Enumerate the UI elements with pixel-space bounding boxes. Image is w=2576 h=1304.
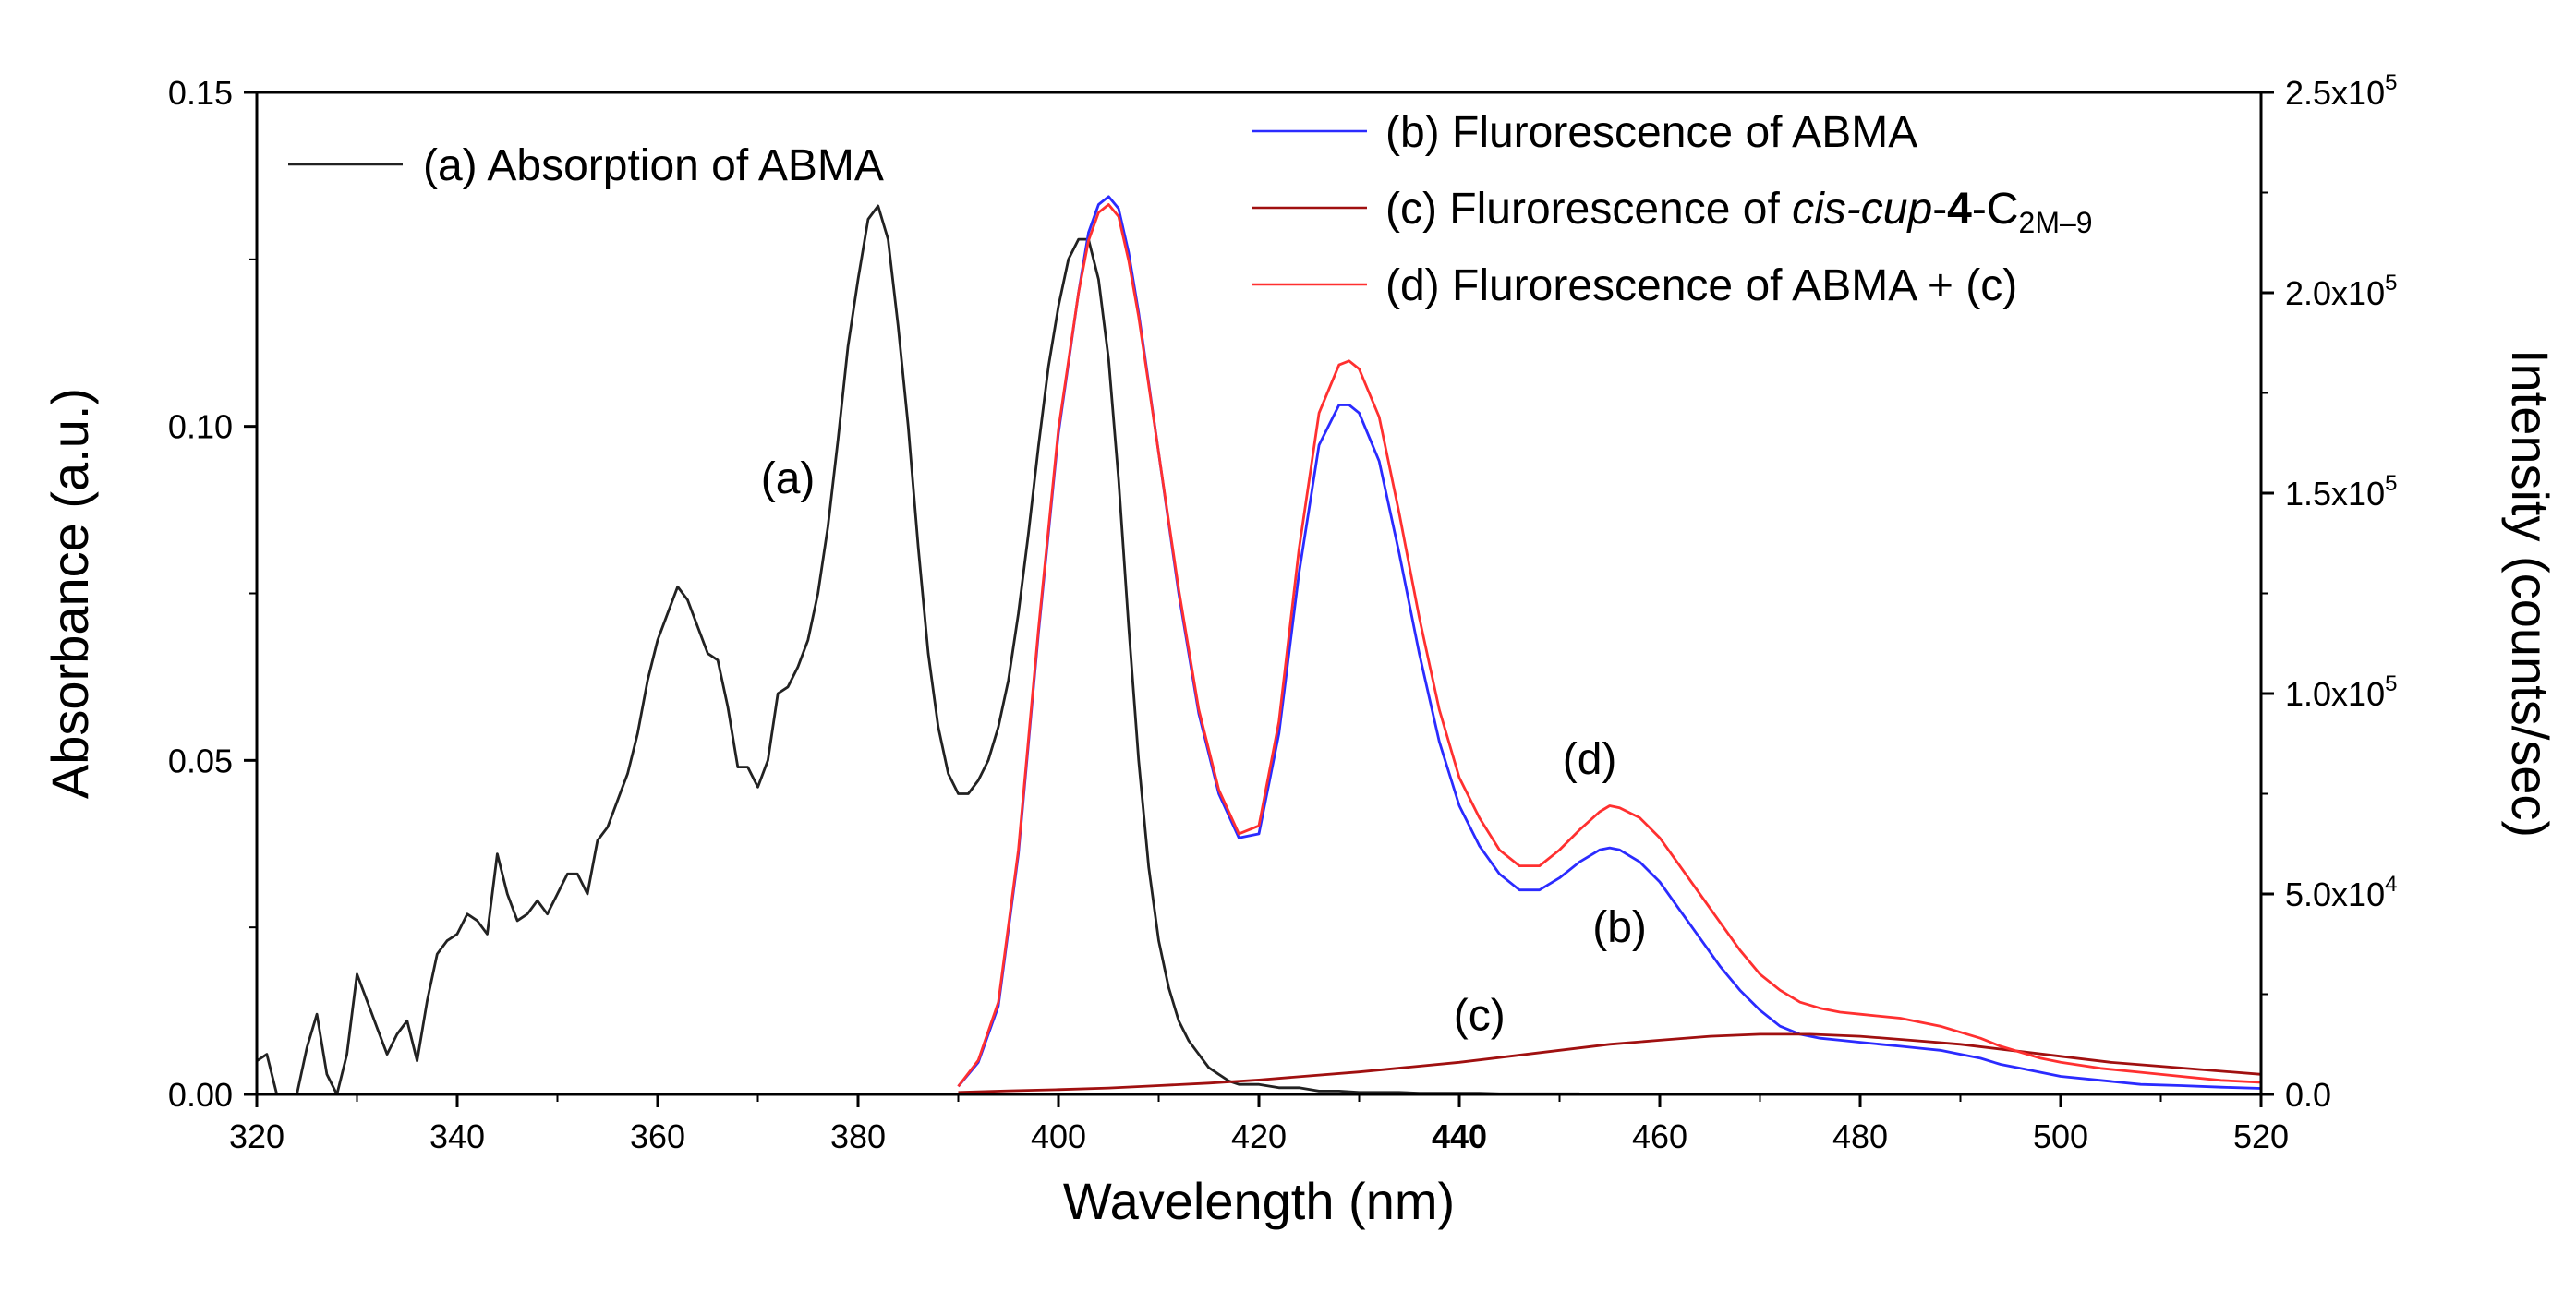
annotation-label: (b) [1592,903,1647,952]
annotations: (a) (d) (b) (c) [761,454,1647,1041]
legend-label-c: (c) Flurorescence of cis-cup-4-C2M–9 [1385,185,2093,239]
y2-tick-label: 1.5x105 [2285,471,2397,513]
x-tick-label: 320 [229,1117,284,1155]
y-axis-right-ticks: 0.0 5.0x104 1.0x105 1.5x105 2.0x105 2.5x105 [2261,70,2397,1114]
series-line-a [256,204,1580,1096]
x-tick-label: 400 [1031,1117,1086,1155]
x-tick-label: 460 [1632,1117,1687,1155]
series-line-d [957,203,2262,1088]
y2-tick-label: 2.0x105 [2285,271,2397,312]
y-axis-left-title: Absorbance (a.u.) [41,388,99,799]
x-axis-title: Wavelength (nm) [1063,1172,1455,1230]
legend-c-subscript: 2M–9 [2019,206,2093,239]
legend-c-prefix: (c) Flurorescence of [1385,185,1792,234]
legend-c-suffix: -C [1972,185,2019,234]
legend-c-bold: 4 [1947,185,1972,234]
series-line-b [957,195,2262,1090]
y2-tick-label: 2.5x105 [2285,70,2397,112]
series-line-c [958,1032,2262,1094]
y2-tick-label: 1.0x105 [2285,671,2397,713]
x-tick-label: 440 [1432,1117,1487,1155]
x-tick-label: 360 [630,1117,685,1155]
x-tick-label: 480 [1832,1117,1888,1155]
y-tick-label: 0.10 [168,408,233,446]
x-tick-label: 420 [1231,1117,1287,1155]
legend-c-italic: cis-cup [1792,185,1932,234]
legend-label-a: (a) Absorption of ABMA [423,141,884,190]
x-axis-ticks: 320 340 360 380 400 420 440 460 480 500 520 [229,1094,2289,1155]
y-tick-label: 0.05 [168,742,233,779]
y2-tick-label: 0.0 [2285,1076,2331,1114]
plot-frame [255,91,2263,1096]
legend: (a) Absorption of ABMA (b) Flurorescence… [288,108,2093,310]
y-axis-right-title: Intensity (counts/sec) [2501,349,2559,838]
y2-tick-label: 5.0x104 [2285,872,2397,913]
legend-label-b: (b) Flurorescence of ABMA [1385,108,1917,157]
annotation-label: (a) [761,454,816,503]
annotation-label: (d) [1563,735,1617,784]
series-layer [256,195,2262,1096]
y-tick-label: 0.15 [168,74,233,112]
annotation-label: (c) [1454,992,1506,1041]
x-tick-label: 380 [830,1117,886,1155]
y-axis-left-ticks: 0.00 0.05 0.10 0.15 [168,74,257,1114]
y-tick-label: 0.00 [168,1076,233,1114]
x-tick-label: 520 [2233,1117,2289,1155]
x-tick-label: 340 [429,1117,485,1155]
legend-label-d: (d) Flurorescence of ABMA + (c) [1385,261,2017,310]
x-tick-label: 500 [2033,1117,2088,1155]
legend-c-dash: - [1932,185,1947,234]
